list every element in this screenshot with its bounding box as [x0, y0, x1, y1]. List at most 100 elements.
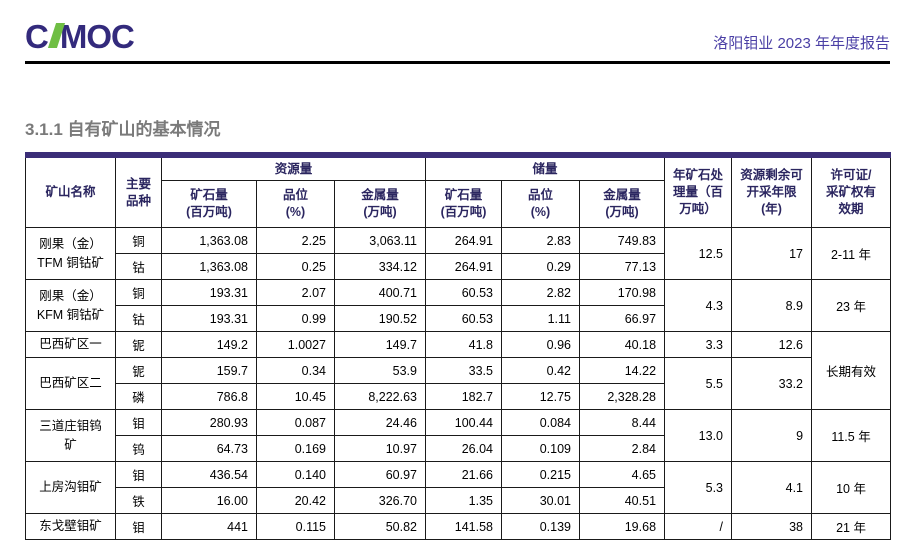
rsv-grade-cell: 30.01 [501, 487, 580, 514]
res-ore-cell: 1,363.08 [161, 227, 257, 254]
col-header-rsv-metal: 金属量 (万吨) [578, 180, 666, 228]
annual-processing-cell: 5.3 [664, 461, 733, 514]
rsv-grade-cell: 2.83 [501, 227, 580, 254]
license-cell: 11.5 年 [811, 409, 892, 462]
res-metal-cell: 190.52 [334, 305, 426, 332]
rsv-grade-cell: 0.215 [501, 461, 580, 488]
annual-processing-cell: 12.5 [664, 227, 733, 280]
rsv-metal-cell: 2.84 [578, 435, 666, 462]
res-grade-cell: 0.115 [256, 513, 335, 540]
col-header-res-metal: 金属量 (万吨) [334, 180, 426, 228]
rsv-grade-cell: 0.109 [501, 435, 580, 462]
remaining-life-cell: 4.1 [731, 461, 813, 514]
variety-cell: 钴 [115, 253, 162, 280]
variety-cell: 钨 [115, 435, 162, 462]
col-header-license: 许可证/ 采矿权有 效期 [811, 152, 892, 228]
mine-name-cell: 上房沟钼矿 [25, 461, 116, 514]
rsv-metal-cell: 4.65 [578, 461, 666, 488]
variety-cell: 铜 [115, 227, 162, 254]
col-header-res-grade: 品位 (%) [256, 180, 335, 228]
table-row: 刚果（金） TFM 铜钴矿 铜 1,363.08 2.25 3,063.11 2… [25, 227, 892, 280]
rsv-grade-cell: 0.96 [501, 331, 580, 358]
table-row: 钨 64.73 0.169 10.97 26.04 0.109 2.84 [26, 435, 891, 462]
rsv-metal-cell: 40.18 [578, 331, 666, 358]
res-ore-cell: 16.00 [161, 487, 257, 514]
header-sub-row: 矿石量 (百万吨) 品位 (%) 金属量 (万吨) 矿石量 (百万吨) 品位 (… [26, 180, 891, 228]
res-grade-cell: 2.07 [256, 279, 335, 306]
remaining-life-cell: 33.2 [731, 357, 813, 410]
section-title: 3.1.1 自有矿山的基本情况 [25, 120, 221, 139]
rsv-ore-cell: 182.7 [425, 383, 502, 410]
logo-letters-moc: MOC [59, 17, 135, 55]
col-header-res-ore: 矿石量 (百万吨) [161, 180, 257, 228]
variety-cell: 铁 [115, 487, 162, 514]
table-row: 刚果（金） KFM 铜钴矿 铜 193.31 2.07 400.71 60.53… [25, 279, 892, 332]
header-rule [25, 61, 890, 64]
rsv-ore-cell: 1.35 [425, 487, 502, 514]
rsv-metal-cell: 66.97 [578, 305, 666, 332]
rsv-metal-cell: 40.51 [578, 487, 666, 514]
res-grade-cell: 10.45 [256, 383, 335, 410]
mine-name-cell: 巴西矿区一 [25, 331, 116, 358]
res-metal-cell: 8,222.63 [334, 383, 426, 410]
rsv-grade-cell: 1.11 [501, 305, 580, 332]
res-metal-cell: 3,063.11 [334, 227, 426, 254]
rsv-metal-cell: 19.68 [578, 513, 666, 540]
rsv-ore-cell: 60.53 [425, 305, 502, 332]
res-metal-cell: 149.7 [334, 331, 426, 358]
res-ore-cell: 193.31 [161, 305, 257, 332]
rsv-metal-cell: 749.83 [578, 227, 666, 254]
res-grade-cell: 0.34 [256, 357, 335, 384]
table-row: 东戈壁钼矿 钼 441 0.115 50.82 141.58 0.139 19.… [25, 513, 892, 540]
annual-processing-cell: 4.3 [664, 279, 733, 332]
res-ore-cell: 436.54 [161, 461, 257, 488]
res-ore-cell: 159.7 [161, 357, 257, 384]
rsv-grade-cell: 0.29 [501, 253, 580, 280]
variety-cell: 铌 [115, 331, 162, 358]
rsv-ore-cell: 33.5 [425, 357, 502, 384]
res-metal-cell: 53.9 [334, 357, 426, 384]
table-row: 巴西矿区二 铌 159.7 0.34 53.9 33.5 0.42 14.22 … [25, 357, 891, 410]
annual-processing-cell: 3.3 [664, 331, 733, 358]
col-group-resources: 资源量 [161, 152, 426, 181]
table-row: 三道庄钼钨 矿 钼 280.93 0.087 24.46 100.44 0.08… [25, 409, 892, 462]
res-ore-cell: 441 [161, 513, 257, 540]
mine-name-cell: 巴西矿区二 [25, 357, 116, 410]
variety-cell: 铌 [115, 357, 162, 384]
rsv-ore-cell: 141.58 [425, 513, 502, 540]
variety-cell: 钼 [115, 409, 162, 436]
rsv-metal-cell: 2,328.28 [578, 383, 666, 410]
rsv-metal-cell: 8.44 [578, 409, 666, 436]
res-ore-cell: 1,363.08 [161, 253, 257, 280]
res-grade-cell: 1.0027 [256, 331, 335, 358]
res-grade-cell: 2.25 [256, 227, 335, 254]
col-header-main-variety: 主要 品种 [115, 152, 162, 228]
mine-name-cell: 三道庄钼钨 矿 [25, 409, 116, 462]
table-body: 刚果（金） TFM 铜钴矿 铜 1,363.08 2.25 3,063.11 2… [25, 227, 892, 540]
mines-table: 矿山名称 主要 品种 资源量 储量 年矿石处 理量（百 万吨） 资源剩余可 开采… [25, 152, 892, 540]
rsv-ore-cell: 26.04 [425, 435, 502, 462]
license-cell: 长期有效 [811, 331, 892, 410]
res-ore-cell: 193.31 [161, 279, 257, 306]
variety-cell: 磷 [115, 383, 162, 410]
mine-name-cell: 东戈壁钼矿 [25, 513, 116, 540]
rsv-ore-cell: 264.91 [425, 253, 502, 280]
res-ore-cell: 280.93 [161, 409, 257, 436]
table-row: 钴 193.31 0.99 190.52 60.53 1.11 66.97 [26, 305, 891, 332]
rsv-metal-cell: 170.98 [578, 279, 666, 306]
rsv-grade-cell: 0.084 [501, 409, 580, 436]
mine-name-cell: 刚果（金） KFM 铜钴矿 [25, 279, 116, 332]
res-grade-cell: 20.42 [256, 487, 335, 514]
header-group-row: 矿山名称 主要 品种 资源量 储量 年矿石处 理量（百 万吨） 资源剩余可 开采… [25, 152, 892, 228]
license-cell: 10 年 [811, 461, 892, 514]
license-cell: 21 年 [811, 513, 892, 540]
res-metal-cell: 10.97 [334, 435, 426, 462]
remaining-life-cell: 17 [731, 227, 813, 280]
res-metal-cell: 50.82 [334, 513, 426, 540]
res-grade-cell: 0.087 [256, 409, 335, 436]
rsv-ore-cell: 41.8 [425, 331, 502, 358]
license-cell: 2-11 年 [811, 227, 892, 280]
remaining-life-cell: 9 [731, 409, 813, 462]
rsv-grade-cell: 12.75 [501, 383, 580, 410]
table-row: 铁 16.00 20.42 326.70 1.35 30.01 40.51 [26, 487, 891, 514]
